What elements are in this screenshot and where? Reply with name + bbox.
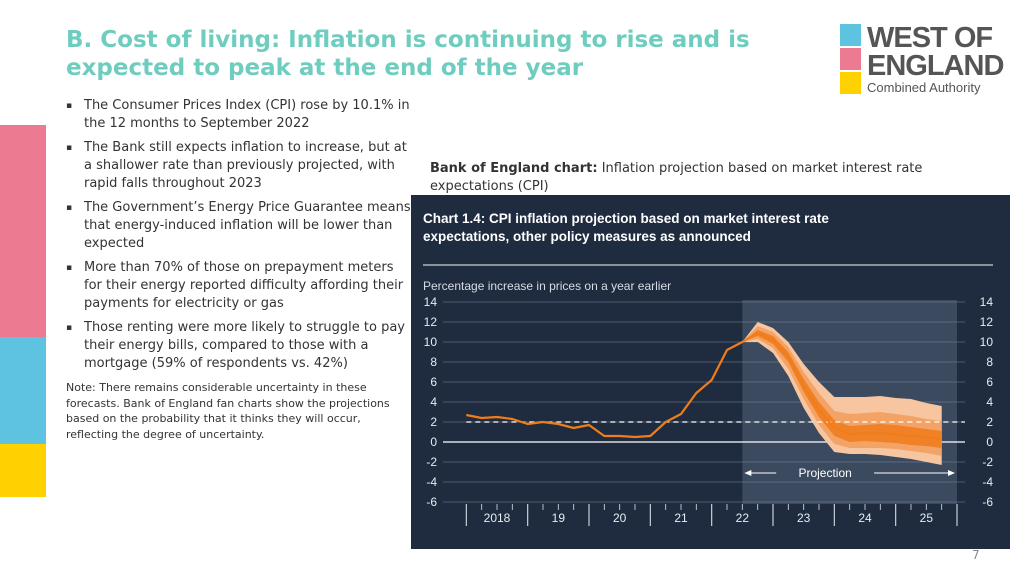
- chart-title-line: expectations, other policy measures as a…: [423, 229, 751, 244]
- projection-arrowhead-left: [744, 470, 752, 476]
- fan-band-middle: [742, 326, 942, 456]
- y-tick-label-right: -2: [982, 455, 993, 469]
- x-tick-label: 25: [920, 511, 934, 525]
- y-tick-label-left: 2: [430, 415, 437, 429]
- bullet-item: ▪ The Government’s Energy Price Guarantee…: [66, 199, 411, 253]
- y-tick-label-left: -4: [426, 475, 437, 489]
- slide-title: B. Cost of living: Inflation is continui…: [66, 27, 750, 81]
- logo-square-blue: [840, 24, 861, 46]
- stripe-yellow: [0, 444, 46, 497]
- y-tick-label-left: 6: [430, 375, 437, 389]
- logo-square-pink: [840, 48, 861, 70]
- bullet-marker: ▪: [66, 203, 73, 213]
- bullet-marker: ▪: [66, 323, 73, 333]
- x-tick-label: 21: [674, 511, 688, 525]
- x-tick-label: 2018: [484, 511, 511, 525]
- y-tick-label-right: 2: [986, 415, 993, 429]
- x-tick-label: 22: [736, 511, 750, 525]
- bullet-text: More than 70% of those on prepayment met…: [84, 260, 404, 311]
- bullet-text: The Bank still expects inflation to incr…: [84, 140, 407, 191]
- y-tick-label-left: 4: [430, 395, 437, 409]
- logo-line-2: ENGLAND: [867, 50, 1004, 82]
- bullet-text: The Consumer Prices Index (CPI) rose by …: [84, 98, 410, 131]
- stripe-blue: [0, 337, 46, 444]
- y-tick-label-left: 12: [424, 315, 438, 329]
- bullet-marker: ▪: [66, 263, 73, 273]
- bullet-text: Those renting were more likely to strugg…: [84, 320, 405, 371]
- y-tick-label-right: -6: [982, 495, 993, 509]
- cpi-fan-chart: Chart 1.4: CPI inflation projection base…: [411, 195, 1010, 549]
- y-tick-label-right: 4: [986, 395, 993, 409]
- y-tick-label-left: 0: [430, 435, 437, 449]
- west-of-england-logo: WEST OF ENGLAND Combined Authority: [840, 22, 1010, 96]
- y-tick-label-right: 14: [980, 295, 994, 309]
- bullet-text: The Government’s Energy Price Guarantee …: [84, 200, 411, 251]
- page-number: 7: [972, 548, 980, 562]
- chart-caption: Bank of England chart: Inflation project…: [430, 160, 990, 196]
- chart-caption-label: Bank of England chart:: [430, 161, 598, 176]
- fan-band-inner: [742, 330, 942, 448]
- y-tick-label-right: 8: [986, 355, 993, 369]
- y-tick-label-left: -2: [426, 455, 437, 469]
- y-tick-label-right: -4: [982, 475, 993, 489]
- chart-caption-text: Inflation projection based on market int…: [430, 161, 923, 194]
- chart-subtitle: Percentage increase in prices on a year …: [423, 279, 671, 293]
- bullet-item: ▪ The Bank still expects inflation to inc…: [66, 139, 411, 193]
- projection-label: Projection: [798, 466, 851, 480]
- y-tick-label-right: 0: [986, 435, 993, 449]
- y-tick-label-left: -6: [426, 495, 437, 509]
- projection-arrowhead-right: [948, 470, 955, 476]
- y-tick-label-left: 14: [424, 295, 438, 309]
- y-tick-label-right: 12: [980, 315, 994, 329]
- chart-title-line: Chart 1.4: CPI inflation projection base…: [423, 211, 829, 226]
- logo-square-yellow: [840, 72, 861, 94]
- logo-line-1: WEST OF: [867, 22, 993, 54]
- bullet-item: ▪ Those renting were more likely to strug…: [66, 319, 411, 373]
- bullet-item: ▪ The Consumer Prices Index (CPI) rose by…: [66, 97, 411, 133]
- bullet-list: ▪ The Consumer Prices Index (CPI) rose by…: [66, 97, 411, 379]
- y-tick-label-left: 10: [424, 335, 438, 349]
- x-tick-label: 24: [858, 511, 872, 525]
- uncertainty-note: Note: There remains considerable uncerta…: [66, 381, 390, 441]
- bullet-item: ▪ More than 70% of those on prepayment me…: [66, 259, 411, 313]
- x-tick-label: 20: [613, 511, 627, 525]
- stripe-pink: [0, 125, 46, 337]
- bullet-marker: ▪: [66, 143, 73, 153]
- x-tick-label: 19: [552, 511, 566, 525]
- y-tick-label-left: 8: [430, 355, 437, 369]
- cpi-history-line: [466, 341, 743, 439]
- x-tick-label: 23: [797, 511, 811, 525]
- logo-line-3: Combined Authority: [867, 80, 981, 95]
- chart-canvas: Chart 1.4: CPI inflation projection base…: [423, 211, 994, 526]
- y-tick-label-right: 6: [986, 375, 993, 389]
- chart-title: Chart 1.4: CPI inflation projection base…: [423, 211, 829, 244]
- cpi-projection-line: [741, 331, 942, 441]
- y-tick-label-right: 10: [980, 335, 994, 349]
- bullet-marker: ▪: [66, 101, 73, 111]
